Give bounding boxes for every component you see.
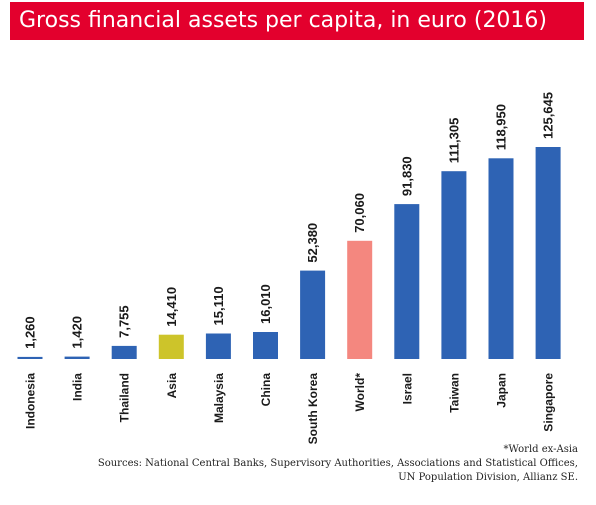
category-label-indonesia: Indonesia (24, 373, 38, 429)
footnote-world-ex-asia: *World ex-Asia (503, 444, 578, 455)
bar-thailand (111, 345, 137, 359)
value-label-world: 70,060 (352, 193, 367, 233)
bars-group (17, 147, 561, 359)
bar-singapore (535, 147, 561, 359)
bar-israel (394, 204, 420, 359)
category-label-asia: Asia (165, 373, 179, 399)
bar-india (64, 356, 90, 359)
bar-japan (488, 158, 514, 359)
value-label-india: 1,420 (70, 316, 85, 349)
category-label-malaysia: Malaysia (212, 373, 226, 423)
value-label-china: 16,010 (258, 284, 273, 324)
bar-taiwan (441, 171, 467, 359)
value-label-japan: 118,950 (494, 104, 509, 150)
bar-china (253, 332, 278, 359)
category-label-south-korea: South Korea (306, 373, 320, 445)
bar-indonesia (17, 356, 43, 359)
category-label-india: India (71, 373, 85, 401)
value-label-malaysia: 15,110 (211, 286, 226, 325)
category-label-japan: Japan (495, 373, 509, 408)
chart-title: Gross financial assets per capita, in eu… (19, 8, 548, 33)
category-label-thailand: Thailand (118, 373, 132, 422)
category-label-world: World* (353, 373, 367, 412)
value-label-singapore: 125,645 (541, 92, 556, 139)
title-band: Gross financial assets per capita, in eu… (10, 2, 584, 40)
bar-south-korea (300, 270, 326, 359)
bar-malaysia (205, 333, 231, 359)
category-label-singapore: Singapore (542, 373, 556, 432)
bar-world (347, 240, 373, 359)
category-label-taiwan: Taiwan (447, 373, 461, 413)
value-label-indonesia: 1,260 (23, 316, 38, 349)
value-label-south-korea: 52,380 (305, 223, 320, 263)
value-labels-group: 1,260 1,420 7,755 14,410 15,110 16,010 52,380 7… (23, 92, 556, 349)
value-label-israel: 91,830 (399, 156, 414, 196)
value-label-thailand: 7,755 (117, 305, 132, 338)
category-label-israel: Israel (400, 373, 414, 404)
sources-line-1: Sources: National Central Banks, Supervi… (97, 458, 578, 469)
sources-line-2: UN Population Division, Allianz SE. (398, 472, 578, 483)
value-label-asia: 14,410 (164, 287, 179, 327)
category-labels-group: Indonesia India Thailand Asia Malaysia China S… (24, 373, 556, 445)
category-label-china: China (259, 373, 273, 407)
bar-asia (158, 334, 184, 359)
value-label-taiwan: 111,305 (446, 118, 461, 164)
